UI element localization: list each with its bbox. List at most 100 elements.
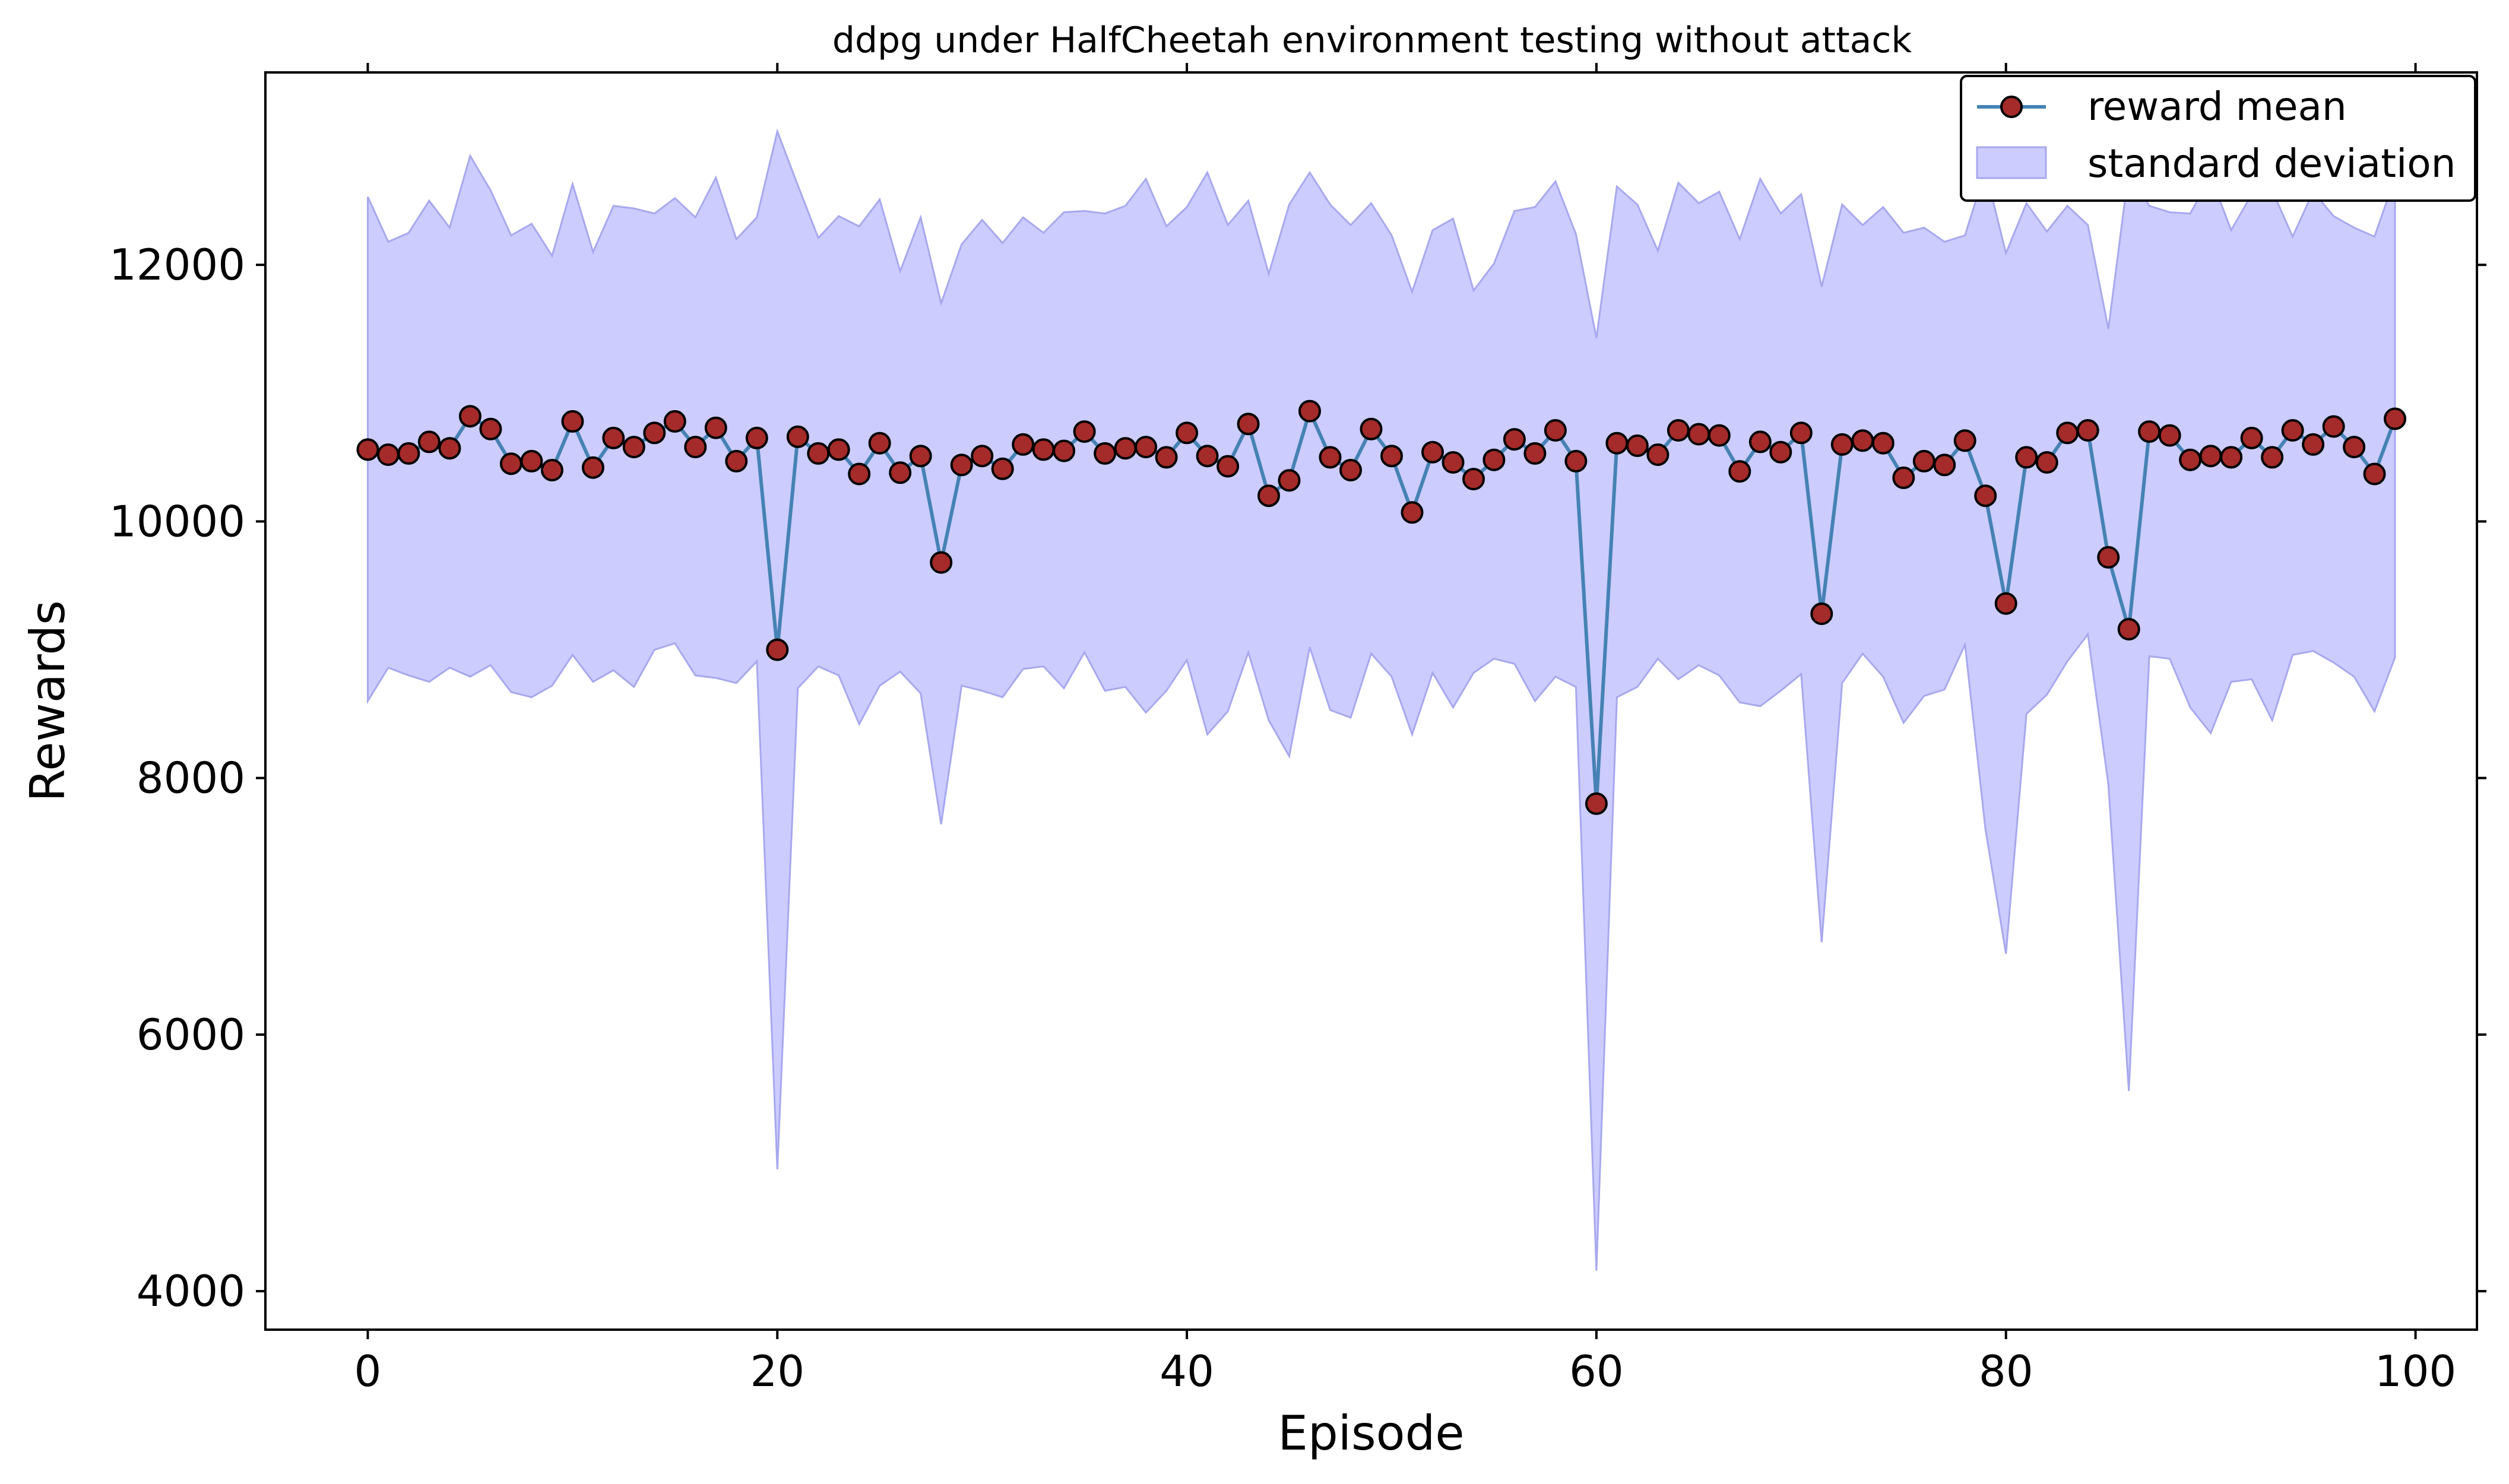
reward-mean-point xyxy=(1319,446,1342,469)
reward-mean-point xyxy=(930,551,953,574)
y-tick-label: 8000 xyxy=(137,753,245,803)
reward-mean-point xyxy=(725,449,748,473)
x-tick-label: 100 xyxy=(2375,1346,2456,1396)
reward-mean-point xyxy=(786,425,809,448)
reward-mean-point xyxy=(1789,421,1813,445)
reward-mean-point xyxy=(479,417,502,440)
reward-mean-point xyxy=(1933,454,1956,477)
reward-mean-point xyxy=(1360,417,1383,440)
reward-mean-point xyxy=(2343,436,2366,459)
reward-mean-point xyxy=(1237,413,1260,436)
std-deviation-band xyxy=(367,128,2396,1271)
reward-mean-point xyxy=(2035,451,2058,474)
reward-mean-point xyxy=(438,437,461,460)
reward-mean-point xyxy=(2363,462,2386,486)
axes-frame xyxy=(264,71,2478,1331)
reward-mean-point xyxy=(868,432,891,455)
reward-mean-point xyxy=(1707,424,1731,447)
y-tick-label: 4000 xyxy=(137,1266,245,1316)
reward-mean-point xyxy=(602,426,625,449)
reward-mean-point xyxy=(684,436,707,459)
reward-mean-point xyxy=(622,436,645,459)
reward-mean-point xyxy=(1994,592,2017,615)
reward-mean-point xyxy=(2261,446,2284,469)
reward-mean-point xyxy=(1974,484,1997,508)
plot-area xyxy=(356,128,2406,1271)
reward-mean-point xyxy=(1217,455,1240,478)
x-axis-label: Episode xyxy=(1278,1406,1464,1461)
reward-mean-point xyxy=(1462,468,1485,491)
reward-mean-point xyxy=(458,405,481,428)
y-axis-ticks: 4000 6000 8000 10000 12000 xyxy=(109,240,2486,1316)
reward-mean-point xyxy=(1401,501,1424,524)
reward-mean-point xyxy=(1503,428,1526,451)
reward-mean-point xyxy=(1523,442,1547,465)
reward-mean-point xyxy=(2302,433,2325,456)
reward-mean-point xyxy=(356,438,379,461)
legend-entry-standard-deviation: standard deviation xyxy=(2087,141,2456,186)
reward-mean-point xyxy=(1094,442,1117,465)
reward-mean-point xyxy=(1482,448,1506,471)
x-tick-label: 60 xyxy=(1569,1346,1624,1396)
reward-mean-line xyxy=(367,409,2397,806)
x-tick-label: 0 xyxy=(354,1346,382,1396)
legend: reward mean standard deviation xyxy=(1960,75,2476,202)
reward-mean-point xyxy=(1871,432,1895,455)
reward-mean-point xyxy=(2322,415,2345,438)
reward-mean-point xyxy=(807,442,830,465)
reward-mean-point xyxy=(2138,420,2161,443)
x-tick-label: 40 xyxy=(1160,1346,1214,1396)
reward-mean-point xyxy=(1053,439,1076,462)
reward-mean-point xyxy=(889,461,912,484)
legend-entry-reward-mean: reward mean xyxy=(2087,84,2347,129)
x-axis-ticks: 0 20 40 60 80 100 xyxy=(354,63,2456,1396)
reward-mean-point xyxy=(2199,445,2222,468)
y-axis-label: Rewards xyxy=(20,600,75,802)
reward-mean-point xyxy=(520,449,543,473)
reward-mean-point xyxy=(1626,434,1649,457)
reward-mean-point xyxy=(1728,460,1751,483)
reward-mean-point xyxy=(1278,469,1301,492)
reward-mean-point xyxy=(1421,440,1444,464)
reward-mean-point xyxy=(2384,407,2406,430)
reward-mean-point xyxy=(2097,546,2120,569)
reward-mean-point xyxy=(1769,440,1792,464)
reward-mean-point xyxy=(581,456,604,479)
reward-mean-point xyxy=(1298,399,1321,423)
reward-mean-point xyxy=(397,442,420,465)
reward-mean-point xyxy=(704,416,727,439)
reward-mean-point xyxy=(1748,430,1772,454)
reward-mean-point xyxy=(2179,448,2202,471)
reward-mean-point xyxy=(1380,445,1403,468)
reward-mean-point xyxy=(2240,426,2263,449)
reward-mean-point xyxy=(561,410,584,433)
reward-mean-point xyxy=(1032,438,1055,461)
reward-mean-point xyxy=(1830,433,1854,456)
chart-title: ddpg under HalfCheetah environment testi… xyxy=(832,20,1912,61)
reward-mean-point xyxy=(1892,466,1915,489)
reward-mean-point xyxy=(1912,449,1935,473)
reward-mean-point xyxy=(1114,437,1137,460)
reward-mean-point xyxy=(1257,484,1280,508)
x-tick-label: 80 xyxy=(1979,1346,2033,1396)
reward-mean-point xyxy=(1196,445,1219,468)
x-tick-label: 20 xyxy=(750,1346,804,1396)
reward-mean-point xyxy=(1339,459,1362,481)
reward-mean-point xyxy=(950,454,973,477)
reward-mean-point xyxy=(663,410,686,433)
reward-mean-point xyxy=(1605,432,1629,455)
reward-mean-point xyxy=(1564,449,1588,473)
reward-mean-point xyxy=(1155,446,1178,469)
reward-mean-point xyxy=(971,445,994,468)
reward-mean-point xyxy=(827,438,850,461)
reward-mean-point xyxy=(540,459,563,481)
reward-mean-point xyxy=(2056,421,2079,445)
reward-mean-point xyxy=(1135,436,1158,459)
reward-mean-point xyxy=(1012,433,1035,456)
reward-mean-point xyxy=(1810,603,1833,625)
reward-mean-point xyxy=(1442,451,1465,474)
reward-mean-point xyxy=(2281,419,2304,442)
reward-mean-point xyxy=(2220,446,2243,469)
reward-mean-point xyxy=(1544,419,1567,442)
